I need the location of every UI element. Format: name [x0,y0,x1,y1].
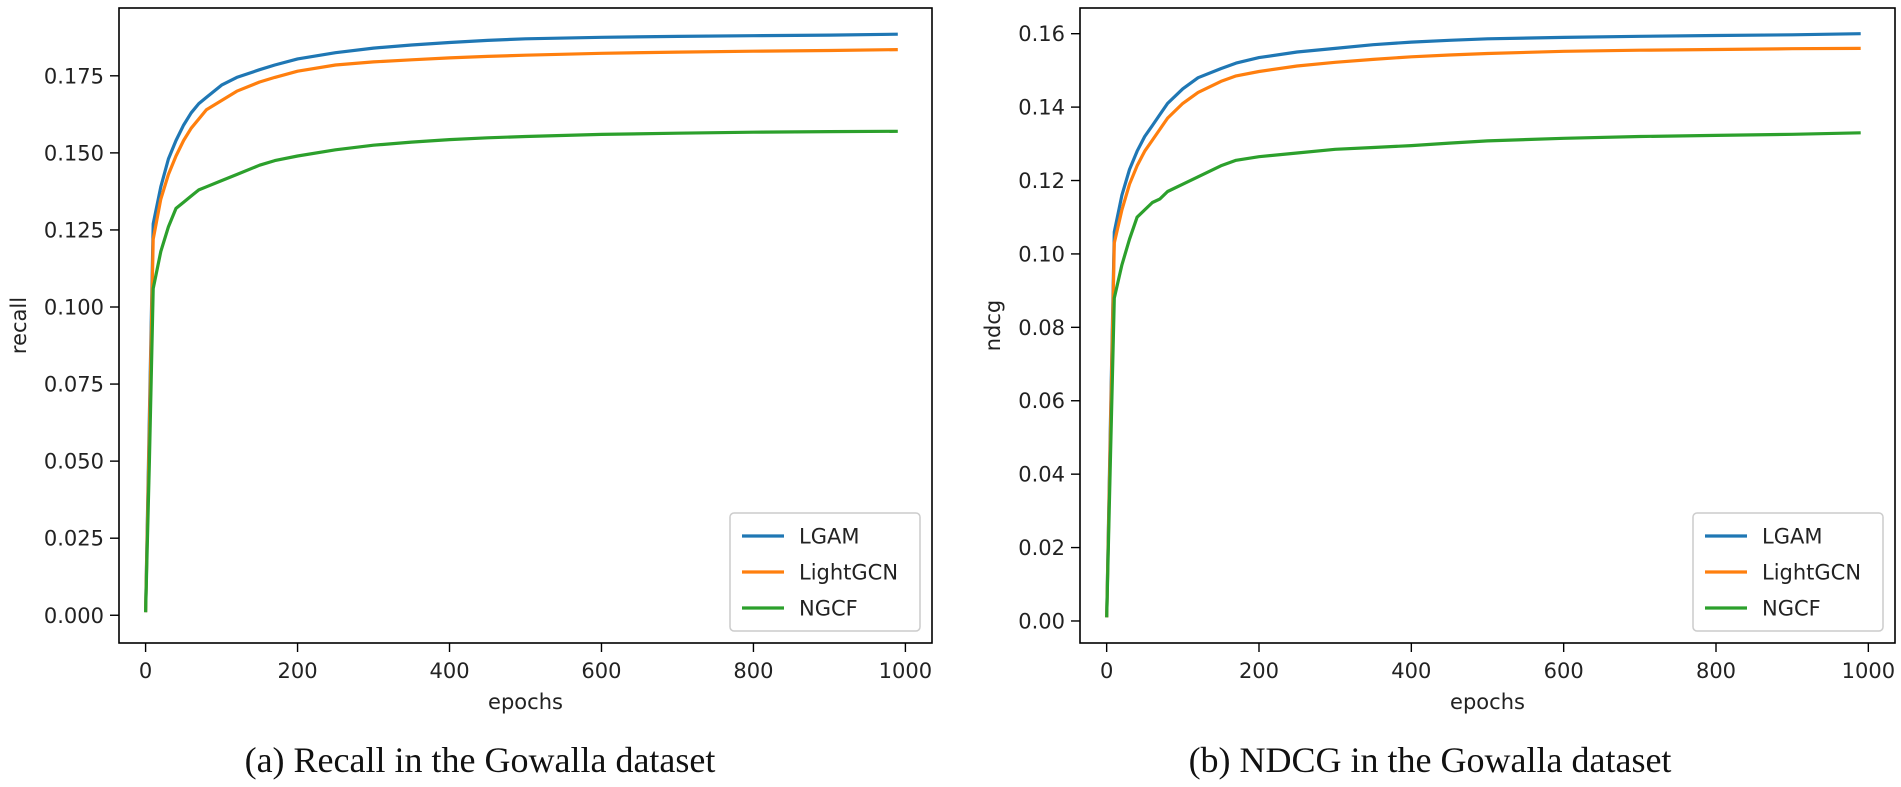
legend-label-lightgcn: LightGCN [799,561,898,585]
y-tick-label: 0.00 [1018,609,1065,633]
y-tick-label: 0.100 [44,296,104,320]
legend-label-lgam: LGAM [799,525,859,549]
y-tick-label: 0.16 [1018,22,1065,46]
y-tick-label: 0.025 [44,527,104,551]
series-lines [1105,32,1861,618]
chart-panel-ndcg: 0 200 400 600 800 1000 0.00 0.02 0.04 0.06 0.08 0.1… [981,7,1896,714]
axes-frame [1079,7,1896,644]
y-axis-label: ndcg [981,300,1005,352]
y-tick-label: 0.125 [44,218,104,242]
y-tick-label: 0.12 [1018,169,1065,193]
x-axis-label: epochs [1450,690,1525,714]
x-axis-label: epochs [488,690,563,714]
series-lines [144,32,898,613]
x-tick-label: 0 [139,659,152,683]
y-tick-label: 0.04 [1018,463,1065,487]
legend-label-lgam: LGAM [1762,525,1822,549]
legend: LGAM LightGCN NGCF [729,512,921,632]
x-tick-label: 800 [733,659,773,683]
legend-label-lightgcn: LightGCN [1762,561,1861,585]
y-tick-label: 0.02 [1018,536,1065,560]
y-axis-label: recall [7,297,31,354]
x-tick-label: 200 [1239,659,1279,683]
x-tick-label: 1000 [1842,659,1895,683]
y-tick-label: 0.150 [44,141,104,165]
axes-frame [118,7,933,644]
chart-panel-recall: 0 200 400 600 800 1000 0.000 0.025 0.050 0.075 0.1… [7,7,933,714]
series-line-lgam [144,32,898,613]
x-tick-label: 1000 [879,659,932,683]
legend-box [1692,512,1884,632]
x-tick-label: 400 [429,659,469,683]
x-tick-label: 600 [581,659,621,683]
caption-ndcg: (b) NDCG in the Gowalla dataset [1188,740,1672,780]
series-line-lightgcn [144,48,898,613]
x-tick-label: 0 [1100,659,1113,683]
series-line-ngcf [1105,131,1861,618]
legend-label-ngcf: NGCF [1762,597,1821,621]
x-tick-label: 600 [1544,659,1584,683]
y-tick-label: 0.175 [44,64,104,88]
y-tick-label: 0.06 [1018,389,1065,413]
y-tick-label: 0.050 [44,450,104,474]
y-tick-label: 0.14 [1018,96,1065,120]
x-tick-label: 800 [1696,659,1736,683]
x-tick-label: 200 [278,659,318,683]
legend-label-ngcf: NGCF [799,597,858,621]
series-line-lgam [1105,32,1861,618]
legend-box [729,512,921,632]
y-tick-label: 0.10 [1018,242,1065,266]
y-tick-label: 0.075 [44,373,104,397]
series-line-ngcf [144,129,898,613]
y-tick-label: 0.000 [44,604,104,628]
caption-recall: (a) Recall in the Gowalla dataset [244,740,716,780]
y-tick-label: 0.08 [1018,316,1065,340]
legend: LGAM LightGCN NGCF [1692,512,1884,632]
series-line-lightgcn [1105,46,1861,618]
x-tick-label: 400 [1391,659,1431,683]
